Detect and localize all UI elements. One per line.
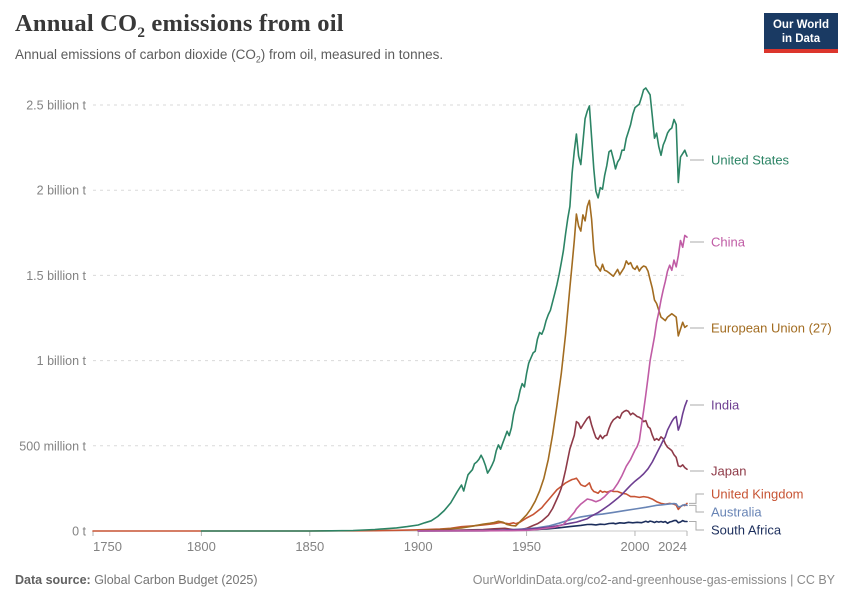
y-tick-label: 500 million t [19, 439, 86, 453]
label-connector-south-africa [689, 521, 704, 531]
y-tick-label: 0 t [72, 525, 86, 539]
page-title: Annual CO2 emissions from oil [15, 10, 344, 42]
title-text: Annual CO [15, 10, 138, 37]
y-tick-label: 2 billion t [37, 184, 87, 198]
x-tick-label-2000: 2000 [621, 539, 650, 554]
label-connector-australia [689, 504, 704, 513]
series-line-european-union-27[interactable] [417, 199, 688, 532]
data-source-value: Global Carbon Budget (2025) [90, 573, 258, 587]
series-line-india[interactable] [417, 399, 688, 532]
series-line-china[interactable] [417, 234, 688, 532]
data-source-label: Data source: [15, 573, 91, 587]
x-tick-label-1900: 1900 [404, 539, 433, 554]
title-subscript: 2 [137, 23, 146, 41]
chart-footer: Data source: Global Carbon Budget (2025)… [15, 573, 835, 587]
chart-subtitle: Annual emissions of carbon dioxide (CO2)… [15, 47, 444, 65]
series-line-united-states[interactable] [200, 87, 688, 532]
x-tick-label-1750: 1750 [93, 539, 122, 554]
y-tick-label: 1.5 billion t [26, 269, 86, 283]
y-tick-label: 1 billion t [37, 354, 87, 368]
x-tick-label-1800: 1800 [187, 539, 216, 554]
x-tick-label-1850: 1850 [295, 539, 324, 554]
label-connector-united-kingdom [689, 493, 704, 504]
series-label-united-states[interactable]: United States [711, 153, 790, 168]
series-label-south-africa[interactable]: South Africa [711, 523, 782, 538]
series-label-japan[interactable]: Japan [711, 464, 746, 479]
series-line-south-africa[interactable] [417, 519, 688, 532]
series-label-european-union-27[interactable]: European Union (27) [711, 321, 832, 336]
owid-logo[interactable]: Our World in Data [763, 13, 838, 53]
series-label-united-kingdom[interactable]: United Kingdom [711, 487, 804, 502]
series-label-australia[interactable]: Australia [711, 505, 762, 520]
series-label-china[interactable]: China [711, 235, 746, 250]
data-source: Data source: Global Carbon Budget (2025) [15, 573, 258, 587]
series-line-united-kingdom[interactable] [92, 477, 688, 532]
x-tick-label-2024: 2024 [658, 539, 687, 554]
y-tick-label: 2.5 billion t [26, 99, 86, 113]
series-label-india[interactable]: India [711, 398, 740, 413]
logo-line-1: Our World [772, 19, 829, 31]
logo-line-2: in Data [781, 33, 821, 45]
x-tick-label-1950: 1950 [512, 539, 541, 554]
owid-link[interactable]: OurWorldinData.org/co2-and-greenhouse-ga… [472, 573, 835, 587]
title-text-end: emissions from oil [145, 10, 344, 37]
series-line-japan[interactable] [417, 409, 688, 532]
